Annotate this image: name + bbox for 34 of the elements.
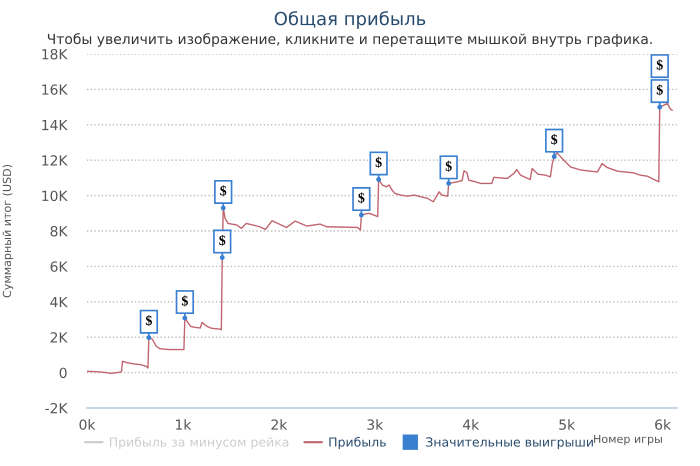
x-axis-title: Номер игры xyxy=(594,434,662,446)
y-tick-label: 6K xyxy=(50,261,68,272)
data-label: $ xyxy=(220,185,226,196)
x-tick-label: 6k xyxy=(655,419,672,430)
x-tick-label: 1k xyxy=(176,419,192,430)
y-tick-label: 10K xyxy=(42,190,68,202)
legend-label: Прибыль xyxy=(329,436,386,450)
data-label: $ xyxy=(146,314,152,326)
chart-subtitle: Чтобы увеличить изображение, кликните и перетащите мышкой внутрь графика. xyxy=(48,33,652,47)
y-axis-title: Суммарный итог (USD) xyxy=(2,164,14,298)
data-label: $ xyxy=(376,156,382,168)
y-tick-label: 4K xyxy=(50,296,68,308)
data-label: $ xyxy=(446,160,452,172)
x-tick-label: 4k xyxy=(462,419,480,430)
y-tick-label: 16K xyxy=(42,84,68,95)
data-label: $ xyxy=(358,192,364,204)
y-tick-label: 18K xyxy=(42,48,68,60)
x-tick-label: 3k xyxy=(367,419,384,430)
chart-title: Общая прибыль xyxy=(274,11,426,29)
y-tick-label: 8K xyxy=(50,226,68,236)
y-tick-label: 0 xyxy=(60,368,67,378)
x-tick-label: 2k xyxy=(271,419,288,430)
legend-label: Значительные выигрыши xyxy=(426,437,593,450)
y-tick-label: 14K xyxy=(42,120,68,130)
data-label: $ xyxy=(551,134,558,146)
data-label: $ xyxy=(656,59,663,70)
y-tick-label: 2K xyxy=(50,332,68,342)
data-label: $ xyxy=(182,295,188,306)
x-tick-label: 0k xyxy=(79,419,96,430)
y-tick-label: -2K xyxy=(45,402,68,414)
data-label: $ xyxy=(219,234,226,246)
data-label: $ xyxy=(656,84,663,96)
x-tick-label: 5k xyxy=(559,419,576,430)
y-tick-label: 12K xyxy=(42,155,68,166)
